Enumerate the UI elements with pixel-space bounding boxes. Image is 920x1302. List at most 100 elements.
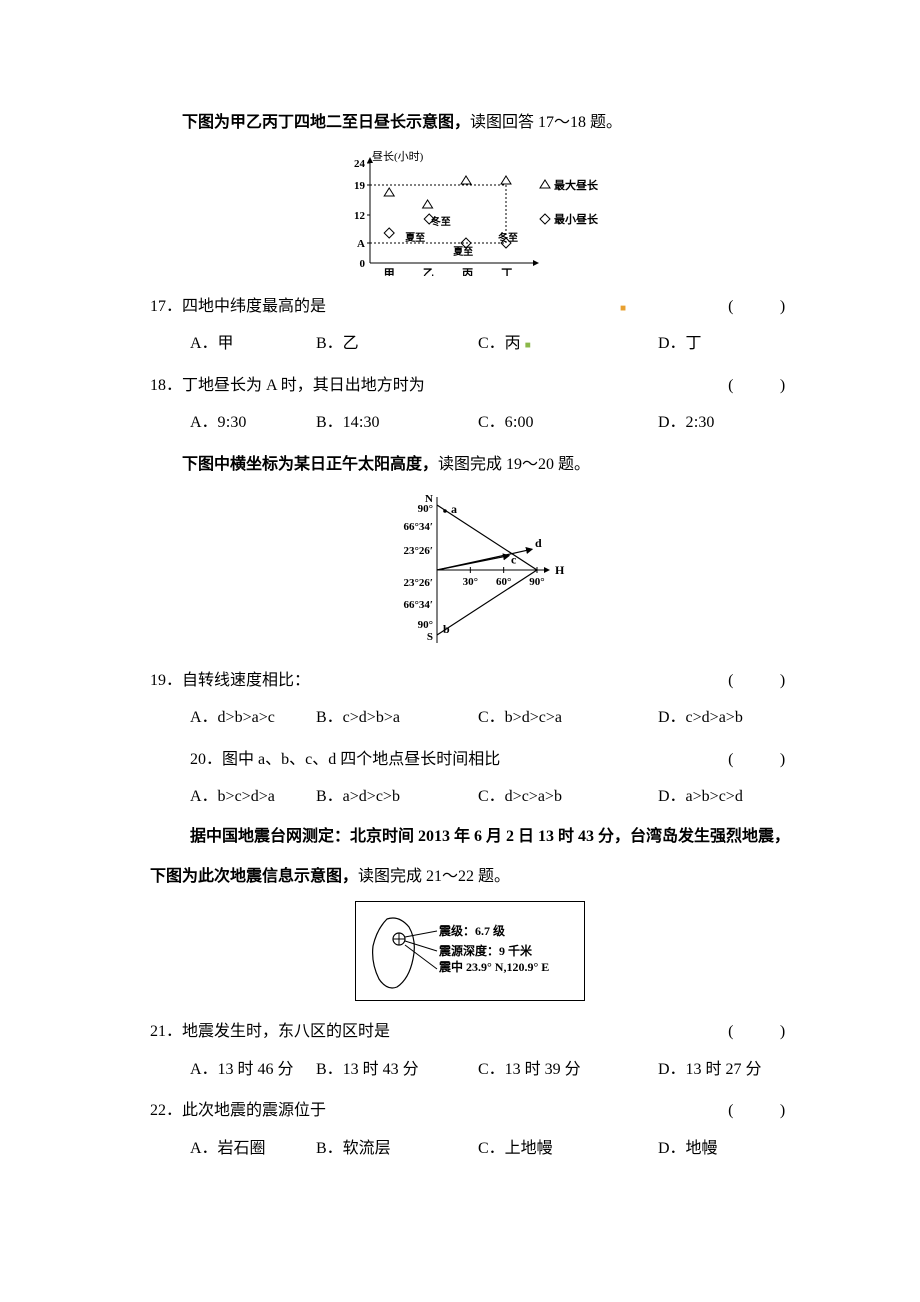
svg-text:冬至: 冬至 [498,231,518,244]
q20-paren: ( ) [728,747,790,773]
svg-text:夏至: 夏至 [452,246,473,258]
q20-opt-b: B．a>d>c>b [316,784,478,810]
svg-text:a: a [451,502,457,516]
q22-line: 22．此次地震的震源位于 ( ) [150,1098,790,1124]
q17-options: A．甲 B．乙 C．丙 ■ D．丁 [190,331,790,357]
q19-stem: 自转线速度相比： [182,672,310,689]
orange-dot-icon: ■ [620,303,626,314]
q18-text: 18．丁地昼长为 A 时，其日出地方时为 [150,373,728,399]
q19-paren: ( ) [728,668,790,694]
colon-icon: •• [514,418,517,430]
svg-text:0: 0 [360,258,366,270]
figure1-svg: 昼长(小时)241912A0甲乙丙丁夏至冬至夏至冬至最大昼长最小昼长 [335,148,605,276]
q19-opt-a: A．d>b>a>c [190,705,316,731]
svg-text:c: c [511,552,517,566]
section3-narrative2: 下图为此次地震信息示意图，读图完成 21～22 题。 [150,864,790,890]
svg-text:24: 24 [354,158,366,170]
q17-opt-c: C．丙 ■ [478,331,658,357]
figure3-wrapper: 震级：6.7 级震源深度：9 千米震中 23.9° N,120.9° E [150,901,790,1001]
q18-opt-a: A．9••30 [190,410,316,436]
q19-opt-d: D．c>d>a>b [658,705,790,731]
svg-text:66°34′: 66°34′ [404,521,434,533]
q22-number: 22． [150,1102,182,1119]
section2-intro-rest: 读图完成 19～20 题。 [438,456,590,473]
q19-opt-c: C．b>d>c>a [478,705,658,731]
svg-text:乙: 乙 [423,267,434,276]
q17-opt-d: D．丁 [658,331,790,357]
q17-opt-a: A．甲 [190,331,316,357]
svg-text:b: b [443,622,450,636]
section1-intro-rest: 读图回答 17～18 题。 [470,114,622,131]
q18-paren: ( ) [728,373,790,399]
colon-icon: •• [695,418,698,430]
q18-stem: 丁地昼长为 A 时，其日出地方时为 [182,377,425,394]
svg-text:d: d [535,536,542,550]
q21-paren: ( ) [728,1019,790,1045]
svg-text:震源深度：9 千米: 震源深度：9 千米 [439,943,533,958]
q19-number: 19． [150,672,182,689]
q21-opt-a: A．13 时 46 分 [190,1057,316,1083]
figure2-wrapper: N90°66°34′23°26′23°26′66°34′90°S30°60°90… [150,490,790,650]
q17-text: 17．四地中纬度最高的是 ■ [150,294,728,320]
green-dot-icon: ■ [525,340,531,351]
svg-text:90°: 90° [418,503,433,515]
svg-text:S: S [427,631,433,643]
section1-intro-bold: 下图为甲乙丙丁四地二至日昼长示意图， [182,114,470,131]
figure1-wrapper: 昼长(小时)241912A0甲乙丙丁夏至冬至夏至冬至最大昼长最小昼长 [150,148,790,276]
q20-opt-d: D．a>b>c>d [658,784,790,810]
svg-text:丙: 丙 [462,267,473,276]
q17-line: 17．四地中纬度最高的是 ■ ( ) [150,294,790,320]
svg-text:震级：6.7 级: 震级：6.7 级 [439,923,505,938]
q18-options: A．9••30 B．14••30 C．6••00 D．2••30 [190,410,790,436]
q21-text: 21．地震发生时，东八区的区时是 [150,1019,728,1045]
q22-opt-c: C．上地幔 [478,1136,658,1162]
q18-opt-d: D．2••30 [658,410,790,436]
svg-text:昼长(小时): 昼长(小时) [372,150,424,163]
colon-icon: •• [360,418,363,430]
svg-text:震中 23.9° N,120.9° E: 震中 23.9° N,120.9° E [439,959,549,974]
svg-text:冬至: 冬至 [431,215,451,228]
figure3-svg: 震级：6.7 级震源深度：9 千米震中 23.9° N,120.9° E [355,901,585,1001]
svg-text:夏至: 夏至 [404,232,425,244]
q19-text: 19．自转线速度相比： [150,668,728,694]
q18-opt-c: C．6••00 [478,410,658,436]
q21-opt-c: C．13 时 39 分 [478,1057,658,1083]
q22-opt-d: D．地幔 [658,1136,790,1162]
q21-line: 21．地震发生时，东八区的区时是 ( ) [150,1019,790,1045]
section3-narrative2-bold: 下图为此次地震信息示意图， [150,868,358,885]
q20-opt-a: A．b>c>d>a [190,784,316,810]
q22-options: A．岩石圈 B．软流层 C．上地幔 D．地幔 [190,1136,790,1162]
colon-icon: •• [227,418,230,430]
q21-number: 21． [150,1023,182,1040]
svg-text:30°: 30° [463,576,478,588]
q20-number: 20． [190,751,222,768]
svg-text:90°: 90° [418,619,433,631]
svg-text:23°26′: 23°26′ [404,577,434,589]
q22-opt-a: A．岩石圈 [190,1136,316,1162]
q17-paren: ( ) [728,294,790,320]
svg-text:最小昼长: 最小昼长 [554,212,599,226]
q17-opt-b: B．乙 [316,331,478,357]
q22-text: 22．此次地震的震源位于 [150,1098,728,1124]
svg-text:23°26′: 23°26′ [404,545,434,557]
svg-text:60°: 60° [496,576,511,588]
svg-text:甲: 甲 [384,267,395,276]
q20-stem: 图中 a、b、c、d 四个地点昼长时间相比 [222,751,500,768]
section2-intro-bold: 下图中横坐标为某日正午太阳高度， [182,456,438,473]
svg-text:19: 19 [354,180,366,192]
svg-text:丁: 丁 [501,267,512,276]
q17-stem: 四地中纬度最高的是 [182,298,326,315]
svg-text:66°34′: 66°34′ [404,599,434,611]
q19-options: A．d>b>a>c B．c>d>b>a C．b>d>c>a D．c>d>a>b [190,705,790,731]
q18-number: 18． [150,377,182,394]
q21-stem: 地震发生时，东八区的区时是 [182,1023,390,1040]
q20-opt-c: C．d>c>a>b [478,784,658,810]
q21-options: A．13 时 46 分 B．13 时 43 分 C．13 时 39 分 D．13… [190,1057,790,1083]
q20-options: A．b>c>d>a B．a>d>c>b C．d>c>a>b D．a>b>c>d [190,784,790,810]
q22-paren: ( ) [728,1098,790,1124]
q19-line: 19．自转线速度相比： ( ) [150,668,790,694]
q17-number: 17． [150,298,182,315]
section2-intro: 下图中横坐标为某日正午太阳高度，读图完成 19～20 题。 [150,452,790,478]
svg-text:最大昼长: 最大昼长 [554,178,599,192]
q20-text: 20．图中 a、b、c、d 四个地点昼长时间相比 [190,747,728,773]
